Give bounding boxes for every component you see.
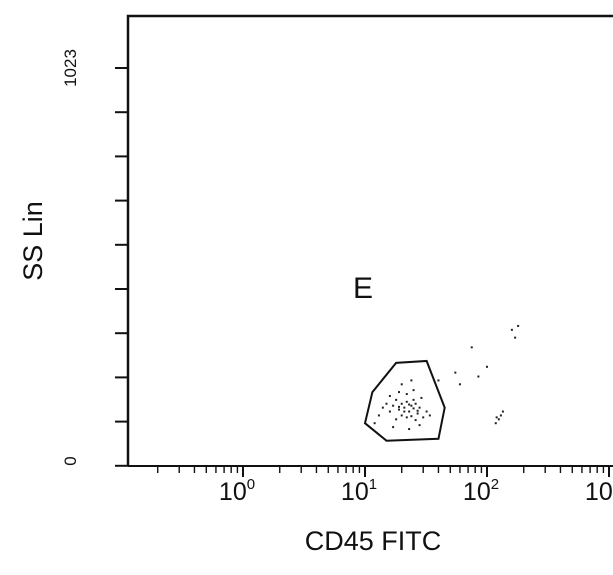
data-point [400, 383, 403, 386]
data-point [470, 346, 473, 349]
data-point [398, 408, 401, 411]
data-point [486, 365, 488, 368]
data-point [408, 410, 411, 413]
data-point [398, 405, 401, 408]
data-point [495, 416, 498, 419]
data-point [494, 422, 497, 425]
data-point [414, 402, 417, 405]
data-point [400, 402, 403, 405]
data-point [416, 409, 419, 412]
data-point [395, 418, 398, 421]
x-axis-title: CD45 FITC [305, 526, 442, 556]
data-point [385, 402, 388, 405]
data-points [373, 324, 520, 431]
data-point [497, 418, 500, 421]
data-point [405, 400, 408, 403]
data-point [410, 379, 413, 382]
x-tick-label: 101 [341, 476, 377, 506]
data-point [405, 393, 408, 396]
data-point [408, 428, 411, 431]
data-point [400, 414, 403, 417]
data-point [403, 410, 406, 413]
data-point [412, 389, 415, 392]
data-point [454, 371, 457, 374]
y-tick-label-max: 1023 [61, 49, 80, 87]
data-point [418, 406, 421, 409]
data-point [422, 416, 425, 419]
data-point [412, 398, 415, 401]
data-point [373, 422, 376, 425]
data-point [412, 407, 415, 410]
data-point [395, 398, 398, 401]
data-point [499, 414, 502, 417]
data-point [458, 383, 461, 386]
x-axis-ticks [157, 466, 610, 477]
data-point [517, 324, 520, 327]
data-point [514, 336, 517, 339]
plot-frame [126, 14, 613, 466]
data-point [477, 375, 480, 378]
data-point [416, 412, 419, 415]
data-point [437, 379, 440, 382]
x-tick-label: 102 [463, 476, 499, 506]
data-point [403, 406, 406, 409]
x-axis-tick-labels: 100 101 102 103 [219, 476, 613, 506]
data-point [377, 414, 380, 417]
data-point [410, 415, 413, 418]
x-tick-label: 100 [219, 476, 255, 506]
y-tick-label-zero: 0 [61, 456, 80, 465]
y-axis-ticks [115, 67, 128, 467]
data-point [428, 414, 431, 417]
data-point [392, 426, 395, 429]
y-axis-title: SS Lin [18, 201, 48, 281]
data-point [392, 404, 395, 407]
gate-polygon [363, 359, 446, 442]
data-point [420, 396, 423, 399]
x-tick-label: 103 [585, 476, 613, 506]
data-point [398, 391, 401, 394]
data-point [501, 410, 504, 413]
data-point [510, 328, 513, 331]
data-point [405, 416, 408, 419]
data-point [388, 394, 391, 397]
data-point [425, 410, 428, 413]
data-point [408, 403, 411, 406]
data-point [410, 404, 413, 407]
data-point [418, 424, 421, 427]
data-point [388, 410, 391, 413]
gate-label: E [353, 272, 373, 305]
data-point [381, 406, 384, 409]
data-point [414, 419, 417, 422]
